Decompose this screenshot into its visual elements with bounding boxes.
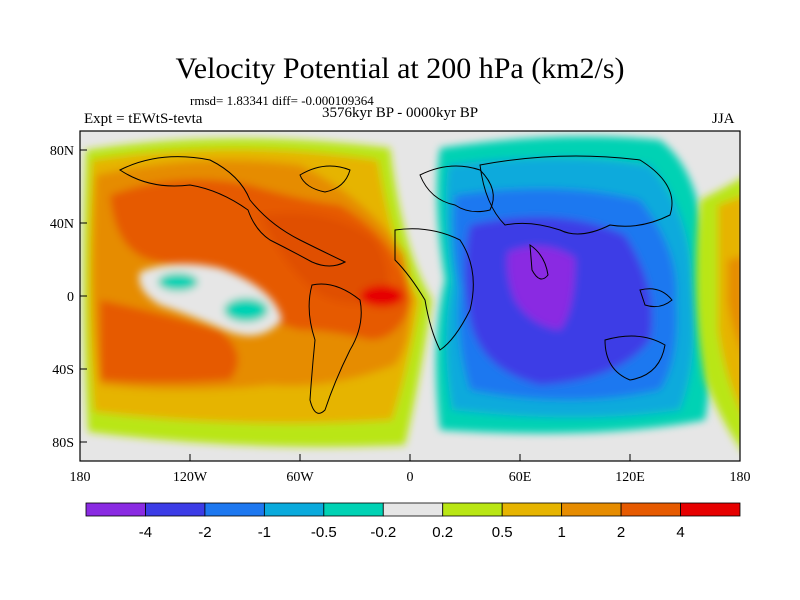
contour-fields (83, 136, 740, 448)
period-label: 3576kyr BP - 0000kyr BP (322, 105, 479, 121)
colorbar-swatch (382, 502, 444, 517)
lon-tick-label: 120W (173, 470, 208, 485)
colorbar-swatch (620, 502, 681, 517)
colorbar-label: 0.2 (432, 524, 453, 541)
lon-tick-label: 60W (286, 470, 314, 485)
east-pacific-negative (139, 263, 282, 336)
colorbar-label: -0.2 (370, 524, 396, 541)
colorbar-swatch (204, 502, 265, 517)
stats-text: rmsd= 1.83341 diff= -0.000109364 (190, 93, 374, 108)
colorbar-label: 4 (676, 524, 684, 541)
colorbar-swatch (263, 502, 325, 517)
colorbar: -4 -2 -1 -0.5 -0.2 0.2 0.5 1 2 4 (85, 502, 741, 541)
colorbar-label: 0.5 (492, 524, 513, 541)
season-label: JJA (712, 111, 735, 127)
lat-tick-label: 80S (52, 436, 74, 451)
colorbar-swatch (85, 502, 146, 517)
colorbar-label: 1 (557, 524, 565, 541)
lat-tick-label: 80N (50, 144, 74, 159)
lon-tick-label: 180 (730, 470, 751, 485)
experiment-label: Expt = tEWtS-tevta (84, 111, 203, 127)
colorbar-label: -4 (139, 524, 152, 541)
lon-tick-label: 120E (615, 470, 645, 485)
lat-tick-label: 40N (50, 217, 74, 232)
negative-lobe (436, 136, 713, 434)
lon-tick-label: 180 (70, 470, 91, 485)
coastlines (119, 155, 673, 414)
dateline-positive (696, 178, 740, 448)
lat-tick-label: 40S (52, 363, 74, 378)
colorbar-swatch (323, 502, 384, 517)
lon-tick-label: 60E (509, 470, 532, 485)
colorbar-label: -0.5 (311, 524, 337, 541)
colorbar-swatch (561, 502, 622, 517)
colorbar-label: -1 (258, 524, 271, 541)
colorbar-swatch (145, 502, 206, 517)
colorbar-label: 2 (617, 524, 625, 541)
longitude-axis: 180 120W 60W 0 60E 120E 180 (70, 454, 751, 485)
colorbar-swatch (680, 502, 741, 517)
lat-tick-label: 0 (67, 290, 74, 305)
colorbar-label: -2 (198, 524, 211, 541)
colorbar-swatch (501, 502, 563, 517)
latitude-axis: 80N 40N 0 40S 80S (50, 144, 87, 451)
colorbar-swatch (442, 502, 503, 517)
map-title: Velocity Potential at 200 hPa (km2/s) (175, 52, 625, 85)
lon-tick-label: 0 (407, 470, 414, 485)
